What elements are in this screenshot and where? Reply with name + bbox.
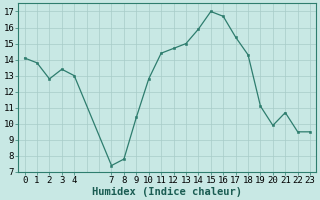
X-axis label: Humidex (Indice chaleur): Humidex (Indice chaleur)	[92, 186, 242, 197]
